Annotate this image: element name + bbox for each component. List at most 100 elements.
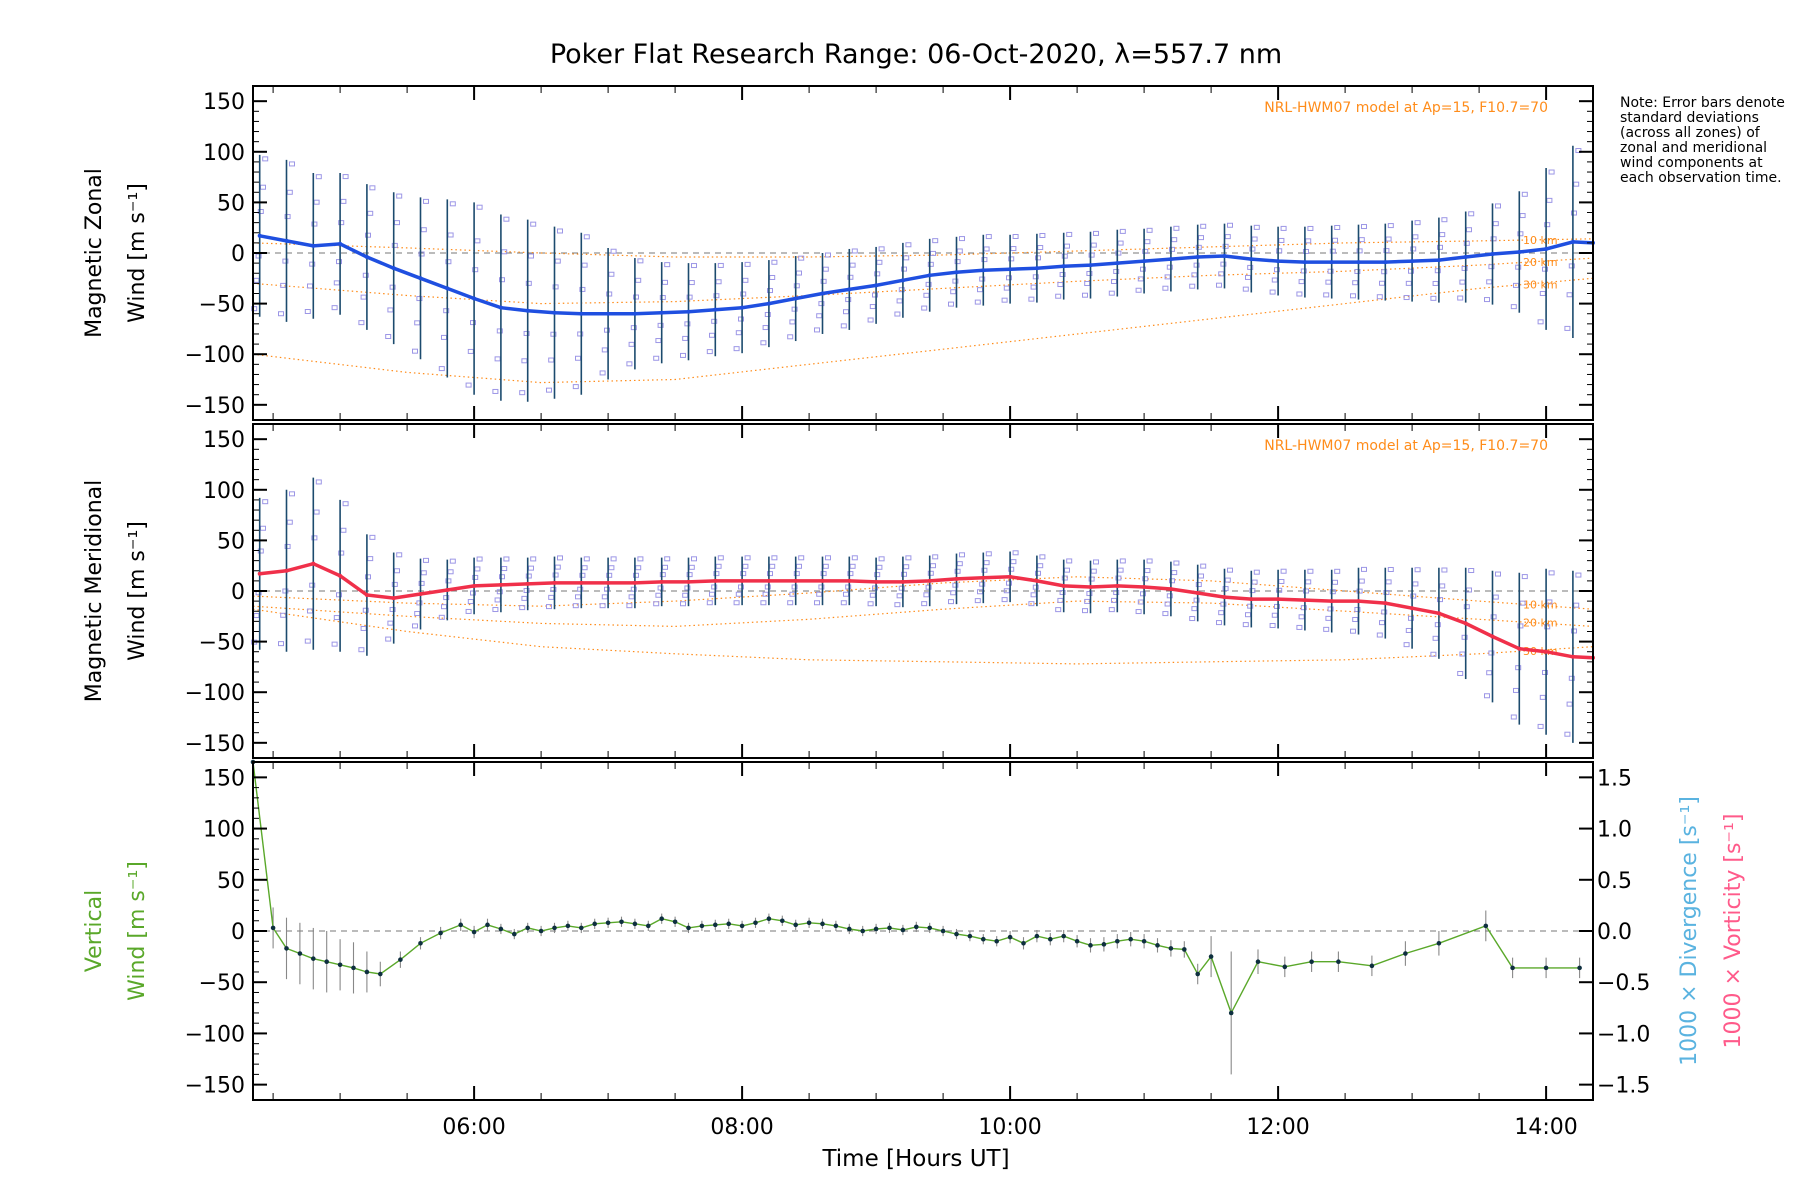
zone-marker bbox=[659, 295, 666, 301]
zone-marker bbox=[282, 588, 289, 594]
zone-marker bbox=[1008, 256, 1015, 262]
data-point bbox=[605, 920, 611, 926]
zone-marker bbox=[1144, 568, 1151, 574]
y-tick-label: −100 bbox=[185, 1022, 245, 1047]
zone-marker bbox=[706, 349, 713, 355]
zone-marker bbox=[735, 591, 742, 597]
zone-marker bbox=[552, 284, 559, 290]
zone-marker bbox=[1245, 274, 1251, 280]
data-point bbox=[1403, 951, 1408, 956]
data-point bbox=[1168, 257, 1173, 262]
y-tick-label: 100 bbox=[203, 818, 245, 843]
zone-marker bbox=[869, 592, 876, 598]
zone-marker bbox=[1119, 558, 1126, 564]
zone-marker bbox=[1468, 568, 1475, 574]
zone-marker bbox=[851, 555, 858, 561]
data-point bbox=[954, 576, 959, 581]
zone-marker bbox=[1327, 606, 1334, 612]
zone-marker bbox=[655, 338, 662, 344]
zone-marker bbox=[896, 298, 903, 304]
model-curve-1 bbox=[252, 238, 1594, 258]
zone-marker bbox=[1437, 597, 1443, 603]
data-point bbox=[1115, 261, 1120, 266]
zone-marker bbox=[525, 280, 532, 286]
data-point bbox=[766, 916, 772, 922]
zone-marker bbox=[762, 325, 769, 331]
zone-marker bbox=[956, 561, 963, 567]
zone-marker bbox=[1008, 566, 1015, 572]
data-point bbox=[967, 933, 973, 939]
zone-marker bbox=[905, 242, 912, 248]
zone-marker bbox=[713, 571, 720, 577]
data-point bbox=[619, 919, 624, 925]
data-point bbox=[498, 582, 503, 587]
zone-marker bbox=[367, 210, 374, 216]
y-axis-label-line1: Magnetic Meridional bbox=[82, 480, 107, 702]
zone-marker bbox=[1432, 280, 1439, 286]
data-point bbox=[284, 946, 289, 951]
zone-marker bbox=[691, 556, 697, 562]
zone-marker bbox=[1492, 594, 1499, 600]
zone-marker bbox=[1403, 295, 1410, 301]
zone-marker bbox=[789, 591, 796, 597]
data-point bbox=[1302, 598, 1307, 603]
y2-tick-label: 1.5 bbox=[1597, 766, 1632, 791]
data-point bbox=[766, 301, 771, 306]
y-tick-label: 150 bbox=[203, 766, 245, 791]
data-point bbox=[954, 931, 959, 937]
zone-marker bbox=[604, 586, 610, 592]
zone-marker bbox=[1090, 242, 1097, 248]
zone-marker bbox=[1247, 264, 1254, 270]
zone-marker bbox=[1144, 239, 1151, 245]
zone-marker bbox=[822, 266, 829, 272]
zone-marker bbox=[981, 257, 988, 263]
data-point bbox=[398, 957, 403, 962]
x-tick-label: 10:00 bbox=[978, 1115, 1041, 1140]
zone-marker bbox=[336, 259, 342, 265]
zone-marker bbox=[1303, 588, 1309, 594]
zone-marker bbox=[867, 601, 874, 607]
zone-marker bbox=[530, 556, 537, 562]
zone-marker bbox=[369, 534, 376, 540]
zone-marker bbox=[657, 322, 664, 328]
data-point bbox=[311, 561, 316, 566]
zone-marker bbox=[1169, 578, 1175, 584]
zone-marker bbox=[923, 292, 930, 298]
zone-marker bbox=[959, 552, 965, 558]
zone-marker bbox=[771, 555, 778, 561]
zone-marker bbox=[1515, 264, 1522, 270]
zone-marker bbox=[932, 238, 939, 244]
y-tick-label: −150 bbox=[185, 732, 245, 757]
zone-marker bbox=[874, 572, 881, 578]
zone-marker bbox=[1329, 248, 1336, 254]
zone-marker bbox=[262, 156, 269, 162]
data-point bbox=[1570, 654, 1575, 659]
zone-marker bbox=[503, 556, 510, 562]
zone-marker bbox=[519, 390, 526, 396]
zone-marker bbox=[1278, 237, 1285, 243]
zone-marker bbox=[389, 284, 396, 290]
zone-marker bbox=[1195, 244, 1202, 250]
data-point bbox=[1410, 259, 1415, 264]
zone-marker bbox=[659, 572, 666, 578]
zone-marker bbox=[496, 328, 503, 334]
zone-marker bbox=[1108, 607, 1115, 613]
zone-marker bbox=[358, 320, 365, 326]
zone-marker bbox=[1093, 559, 1099, 565]
y2-tick-label: −1.5 bbox=[1597, 1074, 1650, 1099]
zone-marker bbox=[604, 327, 610, 333]
zone-marker bbox=[476, 204, 483, 210]
zone-marker bbox=[412, 623, 418, 629]
zone-marker bbox=[1162, 285, 1169, 291]
zone-marker bbox=[1113, 268, 1120, 274]
zone-marker bbox=[878, 246, 885, 252]
data-point bbox=[364, 593, 369, 598]
zone-marker bbox=[420, 227, 427, 233]
y-tick-label: 0 bbox=[231, 242, 245, 267]
zone-marker bbox=[849, 563, 856, 569]
data-point bbox=[525, 925, 530, 931]
zone-marker bbox=[878, 556, 885, 562]
data-point bbox=[820, 921, 825, 927]
zone-marker bbox=[333, 615, 340, 621]
data-point bbox=[498, 305, 503, 310]
